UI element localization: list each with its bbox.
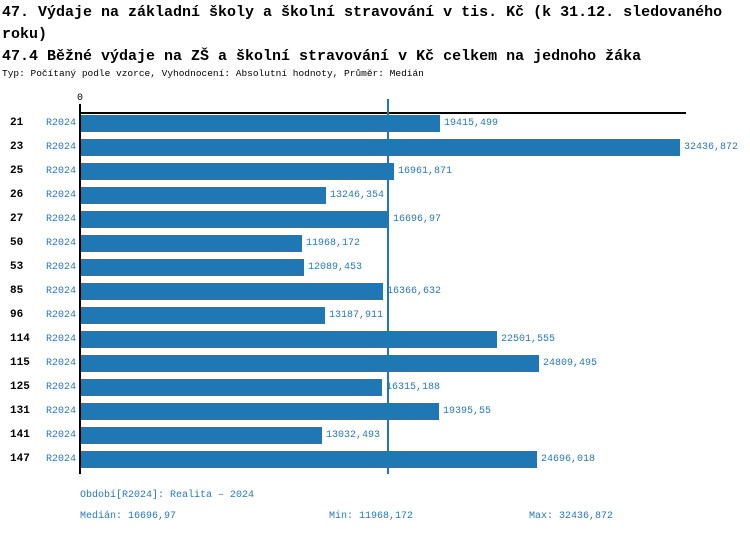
bar-value-label-23: 32436,872 [684, 142, 739, 153]
chart-subtitle: 47.4 Běžné výdaje na ZŠ a školní stravov… [2, 48, 642, 65]
row-series-label-125: R2024 [45, 382, 76, 393]
x-axis-zero-tick [79, 104, 81, 113]
row-series-label-96: R2024 [45, 310, 76, 321]
bar-value-label-141: 13032,493 [326, 430, 381, 441]
row-series-label-131: R2024 [45, 406, 76, 417]
row-series-label-21: R2024 [45, 118, 76, 129]
footer-period-label: Období[R2024]: Realita – 2024 [80, 490, 255, 501]
row-category-label-125: 125 [10, 381, 30, 393]
footer-median-label: Medián: 16696,97 [80, 511, 177, 522]
row-category-label-147: 147 [10, 453, 30, 465]
row-series-label-27: R2024 [45, 214, 76, 225]
bar-value-label-53: 12089,453 [308, 262, 363, 273]
row-series-label-114: R2024 [45, 334, 76, 345]
bar-value-label-96: 13187,911 [329, 310, 384, 321]
row-series-label-115: R2024 [45, 358, 76, 369]
bar-26 [81, 187, 326, 204]
row-category-label-85: 85 [10, 285, 24, 297]
bar-96 [81, 307, 325, 324]
row-category-label-25: 25 [10, 165, 24, 177]
bar-21 [81, 115, 440, 132]
bar-114 [81, 331, 497, 348]
footer-min-label: Min: 11968,172 [329, 511, 414, 522]
bar-value-label-85: 16366,632 [387, 286, 442, 297]
row-category-label-21: 21 [10, 117, 24, 129]
chart-title-line1: 47. Výdaje na základní školy a školní st… [2, 4, 723, 21]
row-series-label-85: R2024 [45, 286, 76, 297]
bar-23 [81, 139, 680, 156]
row-category-label-50: 50 [10, 237, 24, 249]
bar-125 [81, 379, 382, 396]
bar-25 [81, 163, 394, 180]
x-axis-zero-label: 0 [76, 93, 83, 104]
bar-value-label-131: 19395,55 [443, 406, 492, 417]
bar-115 [81, 355, 539, 372]
row-category-label-115: 115 [10, 357, 30, 369]
row-category-label-141: 141 [10, 429, 30, 441]
row-category-label-53: 53 [10, 261, 24, 273]
bar-141 [81, 427, 322, 444]
row-series-label-23: R2024 [45, 142, 76, 153]
row-category-label-27: 27 [10, 213, 24, 225]
bar-value-label-114: 22501,555 [501, 334, 556, 345]
bar-value-label-26: 13246,354 [330, 190, 385, 201]
bar-27 [81, 211, 389, 228]
bar-131 [81, 403, 439, 420]
bar-53 [81, 259, 304, 276]
row-series-label-25: R2024 [45, 166, 76, 177]
row-category-label-96: 96 [10, 309, 24, 321]
row-category-label-23: 23 [10, 141, 24, 153]
chart-title-line2: roku) [2, 26, 48, 43]
bar-value-label-25: 16961,871 [398, 166, 453, 177]
bar-85 [81, 283, 383, 300]
bar-value-label-50: 11968,172 [306, 238, 361, 249]
bar-value-label-147: 24696,018 [541, 454, 596, 465]
x-axis-line [80, 112, 686, 114]
row-category-label-26: 26 [10, 189, 24, 201]
row-category-label-114: 114 [10, 333, 30, 345]
bar-value-label-21: 19415,499 [444, 118, 499, 129]
footer-max-label: Max: 32436,872 [529, 511, 614, 522]
bar-value-label-27: 16696,97 [393, 214, 442, 225]
row-series-label-26: R2024 [45, 190, 76, 201]
row-series-label-50: R2024 [45, 238, 76, 249]
bar-value-label-125: 16315,188 [386, 382, 441, 393]
bar-value-label-115: 24809,495 [543, 358, 598, 369]
chart-meta-line: Typ: Počítaný podle vzorce, Vyhodnocení:… [2, 68, 424, 79]
y-axis-line [79, 112, 81, 474]
row-series-label-141: R2024 [45, 430, 76, 441]
bar-147 [81, 451, 537, 468]
row-series-label-147: R2024 [45, 454, 76, 465]
bar-50 [81, 235, 302, 252]
row-series-label-53: R2024 [45, 262, 76, 273]
row-category-label-131: 131 [10, 405, 30, 417]
median-reference-line [387, 99, 389, 474]
